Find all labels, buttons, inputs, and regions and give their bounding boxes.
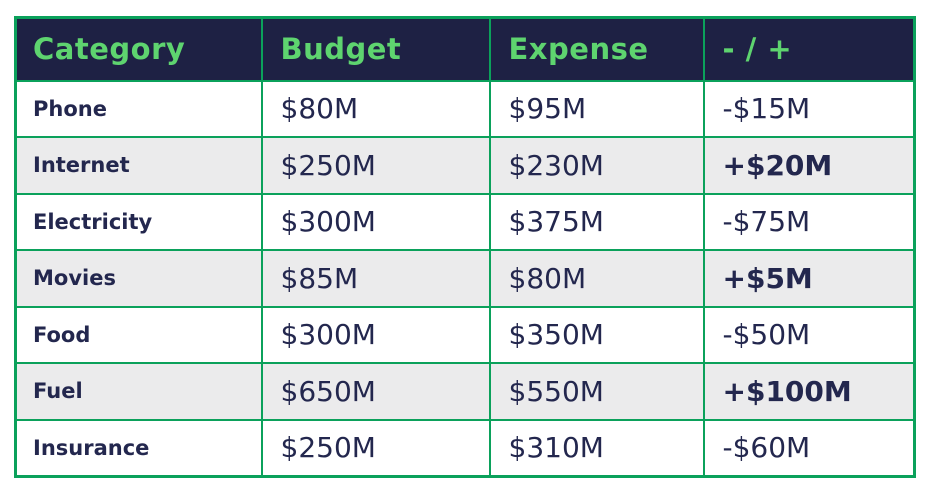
- expense-cell: $310M: [488, 418, 705, 477]
- delta-cell: +$5M: [702, 249, 916, 308]
- category-cell: Phone: [14, 79, 263, 138]
- expense-cell: $80M: [488, 249, 705, 308]
- budget-cell: $250M: [260, 136, 491, 195]
- table-body: Phone $80M $95M -$15M Internet $250M $23…: [14, 79, 916, 477]
- column-header-budget: Budget: [260, 16, 491, 82]
- category-cell: Movies: [14, 249, 263, 308]
- category-cell: Insurance: [14, 418, 263, 477]
- column-header-expense: Expense: [488, 16, 705, 82]
- expense-cell: $230M: [488, 136, 705, 195]
- table-row: Fuel $650M $550M +$100M: [14, 362, 916, 421]
- expense-cell: $350M: [488, 305, 705, 364]
- category-cell: Internet: [14, 136, 263, 195]
- budget-cell: $300M: [260, 305, 491, 364]
- table-row: Phone $80M $95M -$15M: [14, 79, 916, 138]
- table-row: Food $300M $350M -$50M: [14, 305, 916, 364]
- budget-cell: $650M: [260, 362, 491, 421]
- budget-expense-table: Category Budget Expense - / + Phone $80M…: [14, 16, 916, 478]
- delta-cell: -$60M: [702, 418, 916, 477]
- header-row: Category Budget Expense - / +: [14, 16, 916, 82]
- delta-cell: -$75M: [702, 192, 916, 251]
- expense-cell: $95M: [488, 79, 705, 138]
- table-row: Insurance $250M $310M -$60M: [14, 418, 916, 477]
- budget-cell: $300M: [260, 192, 491, 251]
- column-header-delta: - / +: [702, 16, 916, 82]
- category-cell: Food: [14, 305, 263, 364]
- delta-cell: +$100M: [702, 362, 916, 421]
- delta-cell: +$20M: [702, 136, 916, 195]
- category-cell: Fuel: [14, 362, 263, 421]
- delta-cell: -$50M: [702, 305, 916, 364]
- expense-cell: $375M: [488, 192, 705, 251]
- budget-cell: $250M: [260, 418, 491, 477]
- table-header: Category Budget Expense - / +: [14, 16, 916, 82]
- budget-cell: $85M: [260, 249, 491, 308]
- column-header-category: Category: [14, 16, 263, 82]
- category-cell: Electricity: [14, 192, 263, 251]
- table-row: Electricity $300M $375M -$75M: [14, 192, 916, 251]
- budget-cell: $80M: [260, 79, 491, 138]
- expense-cell: $550M: [488, 362, 705, 421]
- table-row: Movies $85M $80M +$5M: [14, 249, 916, 308]
- delta-cell: -$15M: [702, 79, 916, 138]
- table-row: Internet $250M $230M +$20M: [14, 136, 916, 195]
